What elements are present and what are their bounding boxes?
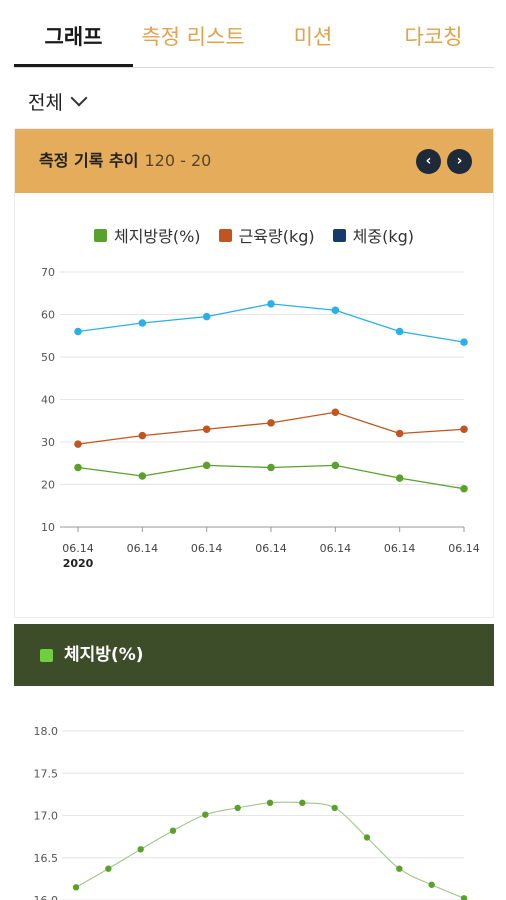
y-tick-label-0: 10 (41, 521, 55, 534)
point-fat-5 (395, 474, 404, 482)
y-tick-label-6: 70 (41, 266, 55, 279)
point-muscle-4 (331, 408, 340, 417)
trend-range: 120 - 20 (144, 151, 212, 170)
fat-y-tick-label-1: 17.5 (34, 767, 59, 780)
legend-label-fat: 체지방량(%) (113, 227, 201, 246)
fat-point-9 (363, 834, 371, 841)
chevron-left-icon: ‹ (425, 153, 432, 169)
y-tick-label-1: 20 (41, 479, 55, 492)
point-muscle-0 (74, 440, 82, 448)
x-tick-label-0: 06.14 (62, 542, 94, 555)
trend-card-header: 측정 기록 추이 120 - 20 ‹ › (15, 129, 493, 193)
legend-swatch-fat (93, 228, 107, 242)
body-fat-card-header: 체지방(%) (14, 624, 494, 686)
tab-mission[interactable]: 미션 (293, 25, 333, 49)
tab-divider (14, 67, 494, 68)
fat-y-tick-label-4: 16.0 (34, 894, 59, 900)
legend-swatch-muscle (218, 228, 232, 242)
fat-point-5 (234, 804, 241, 812)
active-tab-indicator (14, 64, 133, 67)
fat-point-0 (72, 884, 80, 891)
legend-label-weight: 체중(kg) (352, 227, 414, 246)
legend-label-muscle: 근육량(kg) (238, 227, 315, 246)
legend-item-muscle[interactable]: 근육량(kg) (218, 223, 315, 247)
y-tick-label-5: 60 (41, 309, 55, 322)
prev-button[interactable]: ‹ (416, 149, 441, 174)
x-tick-label-1: 06.14 (127, 542, 159, 555)
x-tick-label-2: 06.14 (191, 542, 223, 555)
fat-series-curve (75, 801, 465, 899)
trend-title-text: 측정 기록 추이 (39, 151, 139, 170)
y-tick-label-2: 30 (41, 436, 55, 449)
fat-point-1 (105, 865, 112, 872)
point-weight-3 (267, 300, 275, 308)
point-muscle-2 (202, 425, 211, 434)
point-fat-4 (331, 461, 340, 470)
x-tick-label-3: 06.14 (255, 542, 287, 555)
point-weight-0 (74, 327, 82, 336)
filter-dropdown[interactable]: 전체 (28, 86, 88, 116)
tab-graph[interactable]: 그래프 (44, 25, 103, 49)
point-weight-2 (202, 312, 211, 321)
filter-label: 전체 (28, 91, 63, 114)
chevron-right-icon: › (456, 153, 463, 169)
fat-point-6 (266, 799, 274, 807)
trend-card-title: 측정 기록 추이 120 - 20 (39, 149, 211, 173)
point-fat-6 (460, 484, 468, 493)
body-fat-swatch (40, 649, 53, 662)
legend-item-fat[interactable]: 체지방량(%) (93, 223, 201, 247)
x-tick-label-5: 06.14 (384, 542, 416, 555)
point-weight-6 (460, 338, 468, 346)
point-weight-1 (138, 319, 147, 327)
next-button[interactable]: › (447, 149, 472, 174)
chart-legend: 체지방량(%) 근육량(kg) 체중(kg) (15, 223, 493, 247)
legend-swatch-weight (332, 228, 346, 242)
y-tick-label-4: 50 (41, 351, 55, 364)
legend-item-weight[interactable]: 체중(kg) (332, 223, 414, 247)
point-fat-2 (202, 461, 211, 470)
body-fat-card-title: 체지방(%) (64, 645, 144, 665)
point-fat-3 (267, 463, 275, 472)
fat-point-10 (396, 865, 403, 872)
fat-y-tick-label-3: 16.5 (34, 852, 59, 865)
point-fat-1 (138, 472, 147, 480)
point-muscle-3 (267, 419, 275, 427)
fat-point-8 (331, 804, 338, 812)
fat-point-3 (169, 827, 177, 834)
point-muscle-1 (138, 431, 147, 440)
point-weight-4 (331, 306, 340, 315)
tab-measure-list[interactable]: 측정 리스트 (141, 25, 245, 49)
tab-dacoaching[interactable]: 다코칭 (404, 25, 463, 49)
fat-point-4 (202, 811, 209, 818)
fat-point-12 (460, 895, 468, 900)
fat-y-tick-label-2: 17.0 (34, 810, 59, 823)
x-tick-label-4: 06.14 (320, 542, 352, 555)
trend-card: 측정 기록 추이 120 - 20 ‹ › 체지방량(%) 근육량(kg) 체중(… (14, 128, 494, 618)
point-weight-5 (395, 327, 404, 336)
fat-point-2 (137, 846, 144, 853)
fat-point-11 (428, 881, 435, 888)
fat-y-tick-label-0: 18.0 (34, 725, 59, 738)
x-year-label: 2020 (63, 557, 94, 570)
point-fat-0 (74, 463, 82, 472)
x-tick-label-6: 06.14 (448, 542, 480, 555)
fat-point-7 (299, 799, 306, 807)
point-muscle-5 (395, 429, 404, 438)
point-muscle-6 (460, 425, 468, 434)
trend-line-chart: 10 20 30 40 50 60 70 06.14 06.14 06.14 06.14 06.14 0… (41, 266, 480, 570)
tab-bar: 그래프 측정 리스트 미션 다코칭 (0, 0, 506, 68)
y-tick-label-3: 40 (41, 394, 55, 407)
